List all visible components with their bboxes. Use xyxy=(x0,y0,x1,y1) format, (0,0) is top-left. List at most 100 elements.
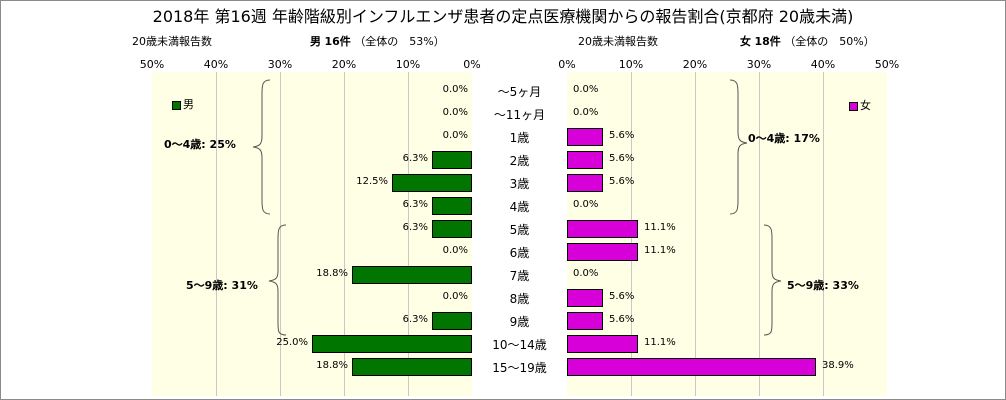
male-gridline xyxy=(280,72,281,396)
male-bar xyxy=(432,220,472,238)
female-bar xyxy=(567,335,638,353)
female-value-label: 0.0% xyxy=(573,107,599,118)
female-value-label: 0.0% xyxy=(573,84,599,95)
female-value-label: 5.6% xyxy=(609,314,635,325)
age-category-label: 8歳 xyxy=(509,292,530,306)
right-sex-header: 女 18件 （全体の 50%） xyxy=(740,33,875,49)
female-value-label: 11.1% xyxy=(644,337,676,348)
female-axis-tick: 0% xyxy=(558,58,576,71)
female-legend-label: 女 xyxy=(860,99,871,112)
age-category-label: 6歳 xyxy=(509,246,530,260)
left-sex-header: 男 16件 （全体の 53%） xyxy=(310,33,445,49)
female-legend: 女 xyxy=(849,97,871,113)
male-bar xyxy=(392,174,472,192)
female-bar xyxy=(567,289,603,307)
male-axis-tick: 30% xyxy=(267,58,293,71)
age-category-label: 5歳 xyxy=(509,223,530,237)
male-value-label: 6.3% xyxy=(402,199,428,210)
female-group-5-9-label: 5～9歳: 33% xyxy=(787,279,859,292)
male-value-label: 0.0% xyxy=(442,291,468,302)
male-axis-tick: 40% xyxy=(203,58,229,71)
female-bar xyxy=(567,174,603,192)
right-count-label: 18件 xyxy=(754,35,781,48)
female-bar xyxy=(567,151,603,169)
male-value-label: 0.0% xyxy=(442,130,468,141)
male-legend-swatch xyxy=(172,100,181,110)
male-legend: 男 xyxy=(172,96,194,112)
male-gridline xyxy=(216,72,217,396)
female-axis-tick: 20% xyxy=(682,58,708,71)
female-group-0-4-label: 0～4歳: 17% xyxy=(748,132,820,145)
age-category-label: 9歳 xyxy=(509,315,530,329)
male-value-label: 6.3% xyxy=(402,222,428,233)
male-axis-tick: 0% xyxy=(463,58,481,71)
right-sex-label: 女 xyxy=(740,35,751,48)
male-0-4-brace xyxy=(252,79,271,215)
male-value-label: 0.0% xyxy=(442,245,468,256)
male-bar xyxy=(432,312,472,330)
male-gridline xyxy=(344,72,345,396)
female-value-label: 5.6% xyxy=(609,176,635,187)
age-category-label: 3歳 xyxy=(509,177,530,191)
right-share-label: （全体の 50%） xyxy=(784,35,875,48)
age-category-label: ～5ヶ月 xyxy=(497,85,542,99)
female-axis-tick: 50% xyxy=(874,58,900,71)
age-category-label: 4歳 xyxy=(509,200,530,214)
left-sex-label: 男 xyxy=(310,35,321,48)
male-plot-area xyxy=(152,72,472,396)
female-bar xyxy=(567,358,816,376)
chart-title: 2018年 第16週 年齢階級別インフルエンザ患者の定点医療機関からの報告割合(… xyxy=(152,7,854,26)
male-value-label: 6.3% xyxy=(402,314,428,325)
female-gridline xyxy=(759,72,760,396)
male-axis-tick: 20% xyxy=(331,58,357,71)
female-value-label: 38.9% xyxy=(822,360,854,371)
female-value-label: 5.6% xyxy=(609,291,635,302)
male-gridline xyxy=(408,72,409,396)
male-axis-tick: 50% xyxy=(139,58,165,71)
age-category-label: 15～19歳 xyxy=(492,361,547,375)
male-value-label: 18.8% xyxy=(316,268,348,279)
female-bar xyxy=(567,128,603,146)
male-group-5-9-label: 5～9歳: 31% xyxy=(186,279,258,292)
male-bar xyxy=(352,266,472,284)
male-value-label: 25.0% xyxy=(276,337,308,348)
female-gridline xyxy=(823,72,824,396)
male-axis-tick: 10% xyxy=(395,58,421,71)
female-bar xyxy=(567,220,638,238)
female-axis-tick: 30% xyxy=(746,58,772,71)
female-0-4-brace xyxy=(729,79,748,215)
female-value-label: 0.0% xyxy=(573,199,599,210)
age-category-label: ～11ヶ月 xyxy=(493,108,546,122)
male-bar xyxy=(352,358,472,376)
age-category-label: 10～14歳 xyxy=(492,338,547,352)
female-axis-tick: 10% xyxy=(618,58,644,71)
female-value-label: 11.1% xyxy=(644,222,676,233)
male-value-label: 6.3% xyxy=(402,153,428,164)
age-category-label: 1歳 xyxy=(509,131,530,145)
male-value-label: 18.8% xyxy=(316,360,348,371)
female-value-label: 5.6% xyxy=(609,130,635,141)
male-value-label: 0.0% xyxy=(442,107,468,118)
left-count-label: 16件 xyxy=(324,35,351,48)
right-axis-title: 20歳未満報告数 xyxy=(578,35,658,48)
male-value-label: 12.5% xyxy=(356,176,388,187)
male-bar xyxy=(312,335,472,353)
male-5-9-brace xyxy=(268,224,287,336)
female-axis-tick: 40% xyxy=(810,58,836,71)
female-value-label: 5.6% xyxy=(609,153,635,164)
male-bar xyxy=(432,197,472,215)
female-gridline xyxy=(695,72,696,396)
female-legend-swatch xyxy=(849,101,858,111)
female-value-label: 0.0% xyxy=(573,268,599,279)
age-category-label: 7歳 xyxy=(509,269,530,283)
female-bar xyxy=(567,243,638,261)
male-bar xyxy=(432,151,472,169)
male-legend-label: 男 xyxy=(183,98,194,111)
age-category-label: 2歳 xyxy=(509,154,530,168)
left-axis-title: 20歳未満報告数 xyxy=(132,35,212,48)
female-bar xyxy=(567,312,603,330)
female-5-9-brace xyxy=(763,224,782,336)
left-share-label: （全体の 53%） xyxy=(354,35,445,48)
female-plot-area xyxy=(567,72,887,396)
male-group-0-4-label: 0～4歳: 25% xyxy=(164,138,236,151)
